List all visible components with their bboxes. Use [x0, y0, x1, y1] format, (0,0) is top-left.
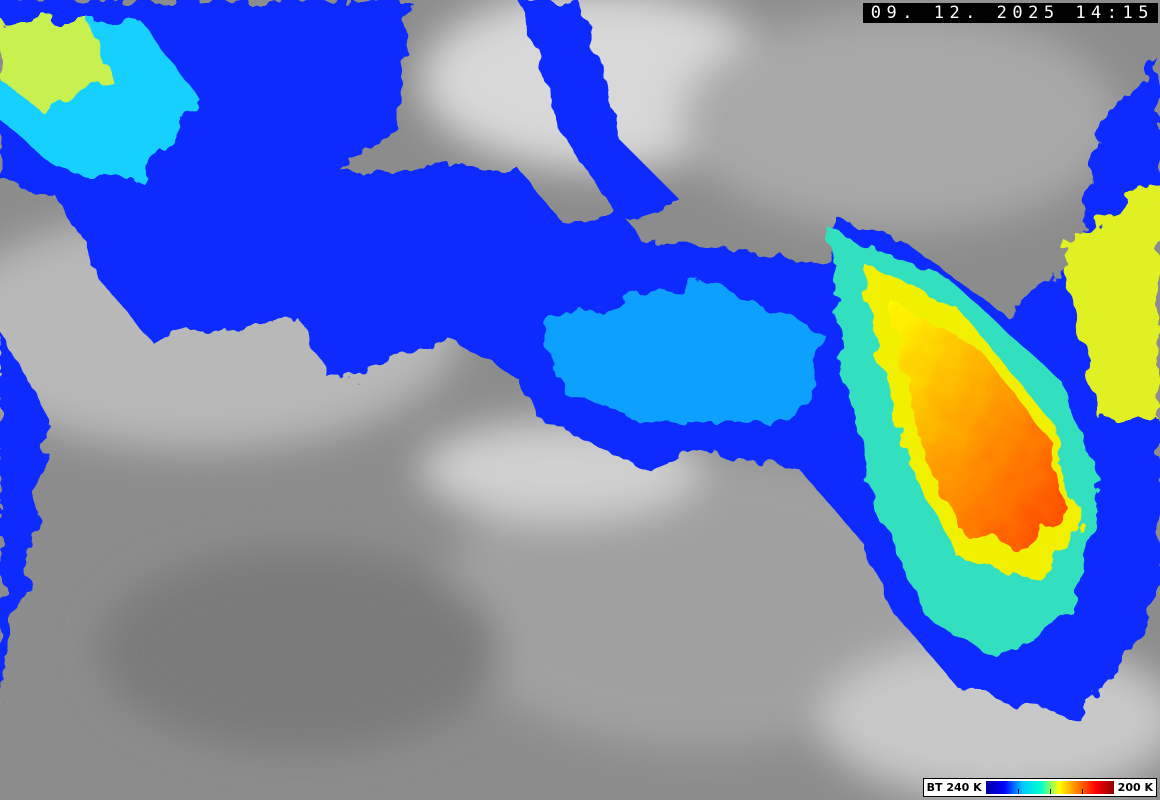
legend-tick	[1017, 789, 1019, 794]
timestamp-label: 09. 12. 2025 14:15	[862, 3, 1158, 23]
legend-tick	[1049, 789, 1051, 794]
color-scale-bar	[985, 781, 1114, 794]
color-scale-legend: BT 240 K 200 K	[922, 778, 1157, 797]
legend-min-label: BT 240 K	[926, 781, 982, 794]
legend-max-label: 200 K	[1117, 781, 1153, 794]
legend-tick	[1081, 789, 1083, 794]
